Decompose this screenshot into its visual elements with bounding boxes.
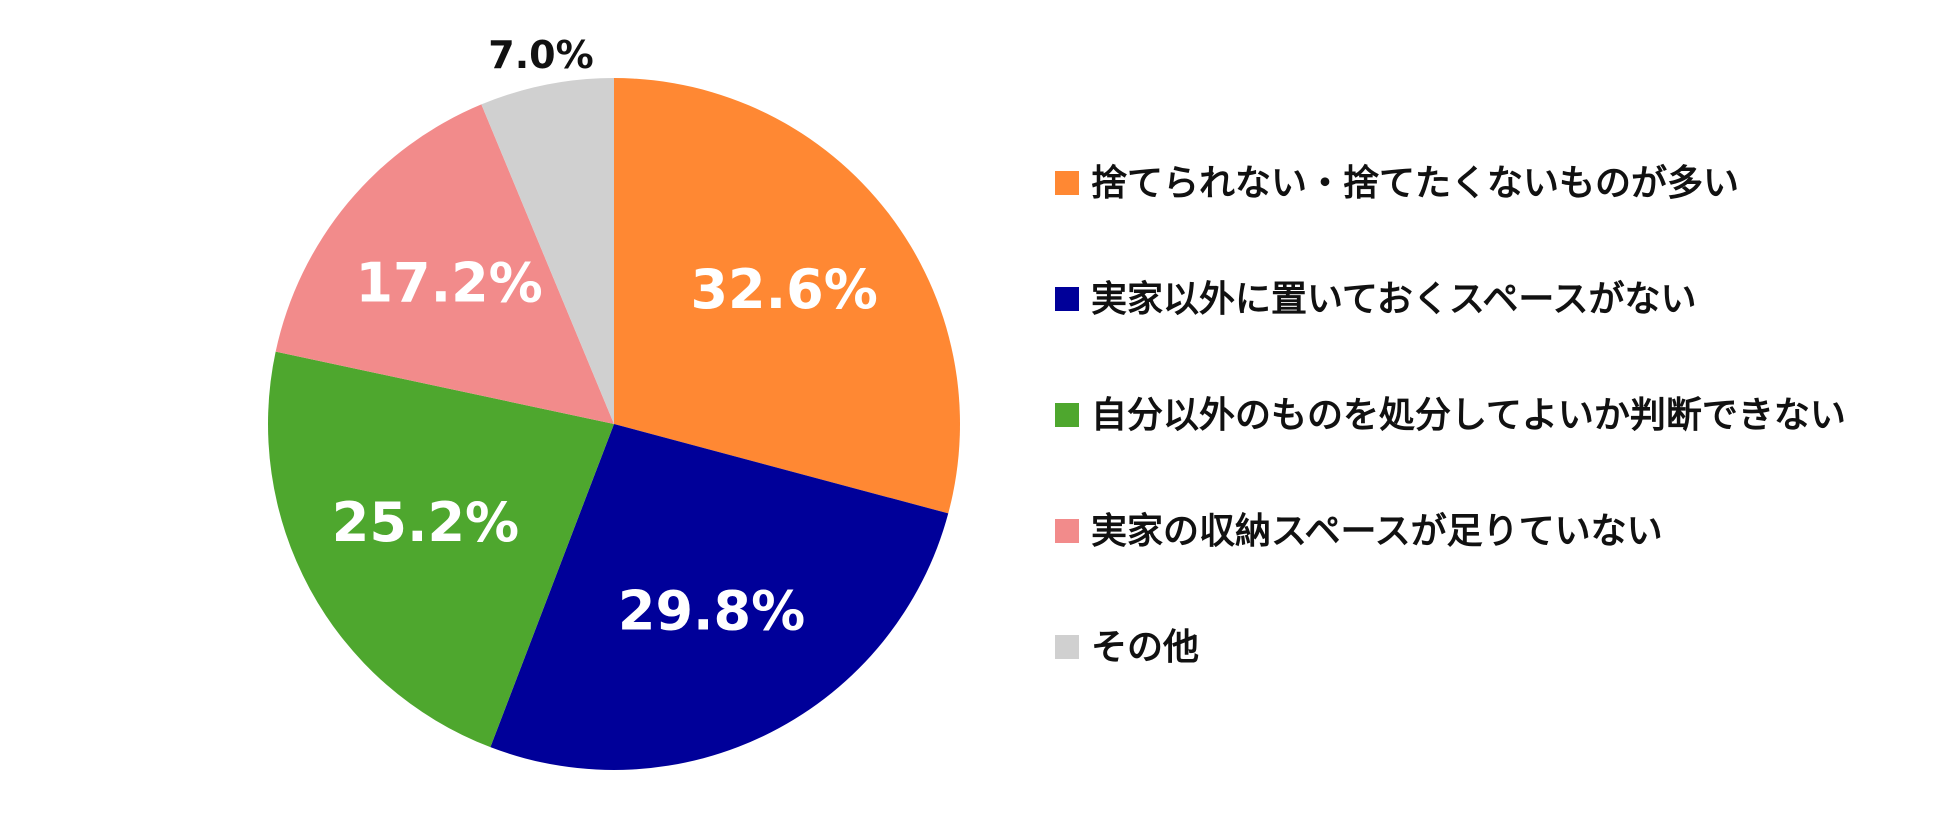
legend-label: その他 [1091,627,1199,668]
pie-slice [268,351,614,748]
data-label: 25.2% [332,491,519,554]
data-label: 29.8% [618,580,805,643]
data-label: 17.2% [355,251,542,314]
pie-slice [275,104,614,424]
legend-swatch [1055,287,1079,311]
legend-swatch [1055,403,1079,427]
pie-slice [614,78,960,514]
data-label: 7.0% [488,33,593,77]
data-label: 32.6% [690,258,877,321]
legend-swatch [1055,171,1079,195]
legend-label: 実家の収納スペースが足りていない [1091,511,1663,552]
pie-slice [490,424,949,771]
legend-label: 自分以外のものを処分してよいか判断できない [1091,395,1846,436]
legend-swatch [1055,635,1079,659]
legend-label: 実家以外に置いておくスペースがない [1091,279,1697,320]
legend-label: 捨てられない・捨てたくないものが多い [1091,163,1739,204]
pie-slice [481,78,614,424]
legend-swatch [1055,519,1079,543]
